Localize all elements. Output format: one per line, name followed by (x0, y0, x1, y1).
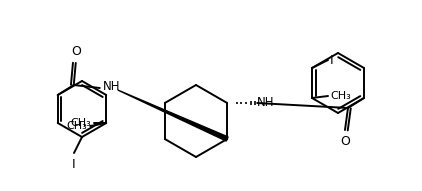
Text: NH: NH (257, 96, 275, 108)
Text: O: O (340, 135, 350, 148)
Text: O: O (71, 45, 81, 58)
Polygon shape (118, 90, 228, 141)
Text: CH₃: CH₃ (70, 118, 91, 128)
Text: CH₃: CH₃ (67, 121, 87, 131)
Text: I: I (330, 53, 334, 66)
Text: NH: NH (103, 79, 120, 92)
Text: I: I (72, 158, 76, 171)
Text: CH₃: CH₃ (330, 91, 351, 101)
